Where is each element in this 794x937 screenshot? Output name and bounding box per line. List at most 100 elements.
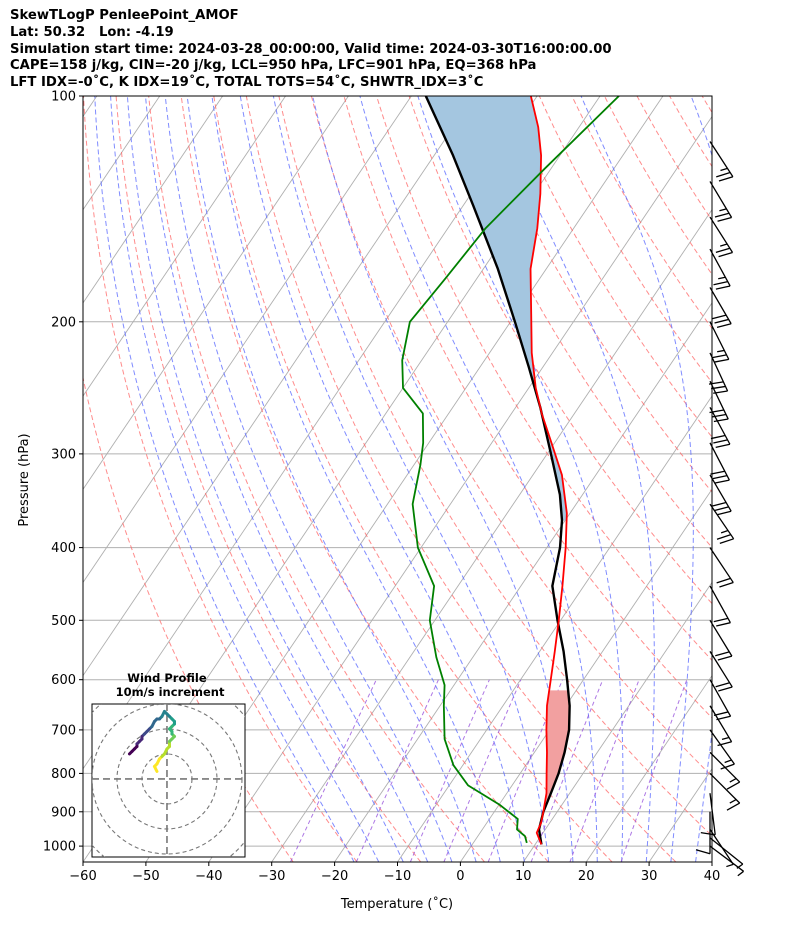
isotherm-gridline [522, 581, 712, 862]
wind-barb [709, 679, 732, 721]
y-tick-label: 500 [51, 614, 76, 629]
x-tick-label: −30 [258, 869, 285, 884]
wind-barb [709, 406, 731, 449]
y-tick-label: 200 [51, 315, 76, 330]
y-tick-label: 100 [51, 90, 76, 105]
hodograph-title: Wind Profile [127, 671, 207, 685]
y-tick-label: 1000 [43, 840, 76, 855]
wind-barb [708, 352, 729, 394]
x-axis-label: Temperature (˚C) [340, 896, 453, 912]
moist-adiabat [94, 96, 355, 862]
x-tick-label: −40 [195, 869, 222, 884]
wind-barb [709, 547, 734, 588]
location-line: Lat: 50.32 Lon: -4.19 [10, 24, 174, 40]
wind-barb [709, 321, 730, 363]
isotherm-gridline [711, 861, 712, 862]
indices-line: LFT IDX=-0˚C, K IDX=19˚C, TOTAL TOTS=54˚… [10, 75, 484, 91]
hodograph-frame [91, 703, 246, 858]
cape-area [425, 96, 567, 521]
moist-adiabat [211, 96, 501, 862]
isotherm-gridline [83, 96, 412, 584]
chart-title: SkewTLogP PenleePoint_AMOF [10, 8, 239, 23]
moist-adiabat [110, 96, 380, 862]
moist-adiabat [690, 96, 712, 862]
wind-barb [709, 705, 733, 747]
dry-adiabat [213, 96, 613, 862]
dry-adiabat [148, 96, 485, 862]
cape-line: CAPE=158 j/kg, CIN=-20 j/kg, LCL=950 hPa… [10, 58, 537, 74]
moist-adiabat [359, 96, 598, 862]
isotherm-gridline [334, 302, 712, 862]
dry-adiabat [343, 96, 712, 719]
hodograph-subtitle: 10m/s increment [116, 685, 225, 699]
temperature-profile-line [529, 96, 568, 845]
wind-barb [709, 181, 733, 222]
cin-area [545, 690, 570, 801]
mixing-ratio-line [530, 679, 604, 862]
dry-adiabat [310, 96, 712, 778]
wind-barb [709, 474, 732, 516]
dry-adiabat [473, 96, 712, 493]
x-tick-label: 40 [704, 869, 721, 884]
parcel-profile-line [424, 96, 571, 845]
dewpoint-profile-line [401, 96, 620, 844]
dry-adiabat [767, 96, 794, 862]
moist-adiabat [720, 96, 794, 862]
wind-barb [709, 751, 741, 790]
wind-barb [709, 216, 734, 258]
isotherm-gridline [83, 96, 475, 677]
dry-adiabat [701, 96, 712, 114]
x-tick-label: 30 [641, 869, 658, 884]
y-tick-label: 600 [51, 673, 76, 688]
moist-adiabat [164, 96, 453, 862]
y-tick-label: 700 [51, 723, 76, 738]
dry-adiabat [83, 375, 294, 862]
time-line: Simulation start time: 2024-03-28_00:00:… [10, 41, 612, 57]
moist-adiabat [580, 96, 694, 862]
isotherm-gridline [585, 674, 712, 862]
x-tick-label: −10 [384, 869, 411, 884]
chart-title-block: SkewTLogP PenleePoint_AMOF Lat: 50.32 Lo… [10, 8, 790, 92]
moist-adiabat [186, 96, 477, 862]
mixing-ratio-line [355, 679, 439, 862]
mixing-ratio-line [290, 679, 377, 862]
wind-barb [709, 287, 732, 328]
dry-adiabat [669, 96, 712, 168]
isotherm-gridline [83, 96, 286, 397]
dry-adiabat [604, 96, 712, 276]
wind-barb [709, 248, 731, 290]
isotherm-gridline [397, 395, 712, 862]
wind-barb [709, 503, 735, 545]
mixing-ratio-line [443, 679, 522, 862]
moist-adiabat [144, 96, 429, 862]
moist-adiabat [312, 96, 574, 862]
wind-barb [700, 793, 716, 836]
moist-adiabat [239, 96, 525, 862]
dry-adiabat [571, 96, 712, 330]
x-tick-label: −60 [69, 869, 96, 884]
wind-barb [709, 585, 731, 627]
wind-barb [709, 442, 730, 484]
isotherm-gridline [83, 96, 224, 304]
dry-adiabat [441, 96, 712, 549]
wind-barb [709, 837, 744, 869]
dry-adiabat [735, 96, 794, 862]
moist-adiabat [126, 96, 404, 862]
x-tick-label: 10 [515, 869, 532, 884]
y-axis-label: Pressure (hPa) [17, 433, 32, 526]
dry-adiabat [376, 96, 712, 662]
dry-adiabat [83, 96, 358, 862]
isotherm-gridline [83, 96, 349, 491]
y-tick-label: 300 [51, 447, 76, 462]
isotherm-gridline [208, 115, 712, 862]
isotherm-gridline [83, 96, 98, 118]
y-tick-label: 400 [51, 541, 76, 556]
dry-adiabat [278, 96, 712, 837]
dry-adiabat [408, 96, 712, 605]
moist-adiabat [489, 96, 655, 862]
y-tick-label: 900 [51, 805, 76, 820]
x-tick-label: 0 [456, 869, 464, 884]
wind-barb [709, 651, 733, 692]
x-tick-label: −50 [132, 869, 159, 884]
